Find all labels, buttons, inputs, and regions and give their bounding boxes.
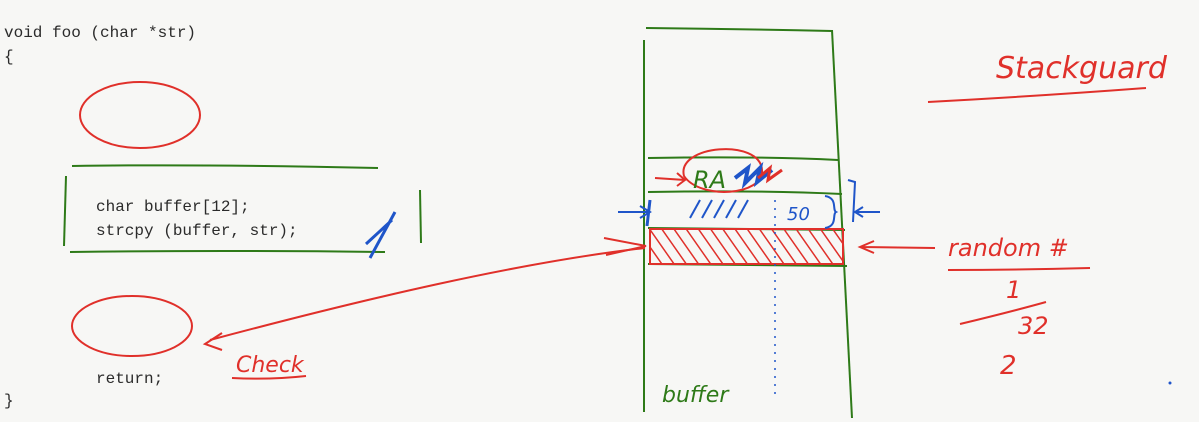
- two-label: 2: [1000, 351, 1017, 381]
- check-to-canary-arrow: [209, 247, 646, 341]
- brace-right: [824, 195, 839, 229]
- ra-scribble: [733, 161, 774, 190]
- random-label: random #: [948, 234, 1069, 262]
- check-label: Check: [236, 353, 305, 378]
- canary-insert-circle: [79, 81, 201, 149]
- canary-arrowhead: [603, 237, 647, 256]
- stray-dot: [1168, 381, 1172, 385]
- return-address-circle: [682, 148, 764, 193]
- stackguard-title: Stackguard: [996, 51, 1168, 86]
- fraction-bar: [959, 301, 1047, 325]
- canary-slot: [649, 228, 844, 265]
- buffer-label: buffer: [662, 383, 730, 408]
- return-address-label: RA: [693, 166, 726, 194]
- code-open-brace: {: [4, 48, 14, 66]
- fifty-label: 50: [787, 204, 810, 225]
- overflow-arrow-left: [618, 205, 652, 219]
- blue-slash-mark: [364, 211, 397, 259]
- canary-check-circle: [71, 295, 193, 357]
- title-underline: [927, 87, 1147, 103]
- code-strcpy-call: strcpy (buffer, str);: [96, 222, 298, 240]
- overflow-mark: [645, 199, 652, 227]
- random-underline: [947, 267, 1091, 271]
- bracket-mark: [847, 179, 857, 223]
- pointer-arrow-left: [853, 206, 880, 218]
- code-close-brace: }: [4, 392, 14, 410]
- check-arrowhead: [202, 332, 223, 351]
- fraction-numerator: 1: [1006, 276, 1021, 304]
- random-to-canary-arrow: [857, 240, 936, 254]
- code-signature: void foo (char *str): [4, 24, 197, 42]
- overflow-hatch: [689, 199, 749, 219]
- code-block-bracket: [63, 164, 422, 253]
- stack-frame: [643, 27, 853, 419]
- check-underline: [231, 375, 307, 380]
- code-return: return;: [96, 370, 164, 388]
- code-buffer-declaration: char buffer[12];: [96, 198, 250, 216]
- fraction-denominator: 32: [1018, 312, 1049, 340]
- ra-scribble-red: [757, 164, 783, 184]
- return-address-arrow: [654, 172, 687, 187]
